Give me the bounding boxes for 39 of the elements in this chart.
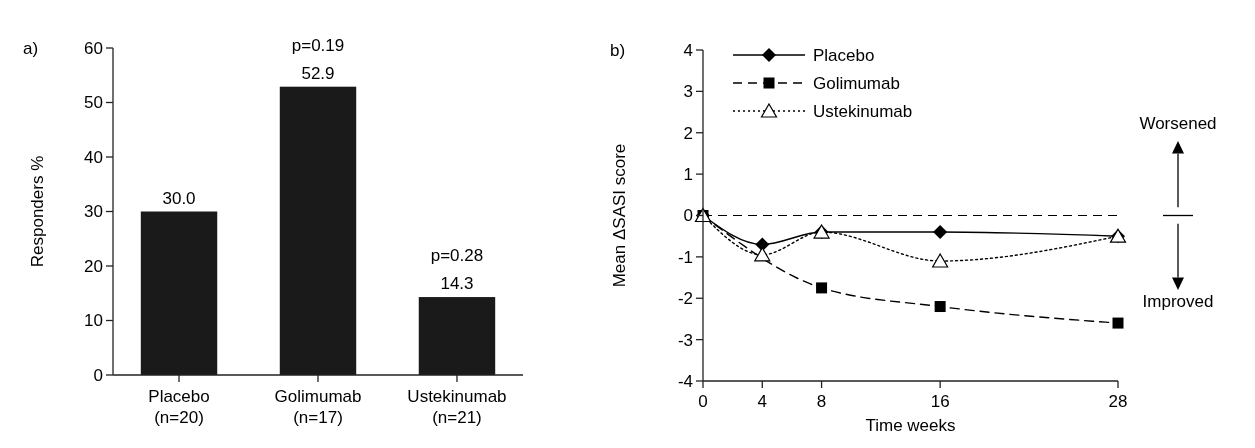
y-tick-label: 0 <box>93 365 103 385</box>
x-tick-label: 8 <box>816 392 827 411</box>
data-label: 30.0 <box>162 188 196 208</box>
y-tick-label: 0 <box>683 206 693 226</box>
legend-label: Golimumab <box>813 73 900 93</box>
annotation: p=0.19 <box>291 35 345 55</box>
y-tick-label: 2 <box>683 123 693 143</box>
x-tick-label: Golimumab (n=17) <box>274 387 362 427</box>
y-axis-title: Mean ΔSASI score <box>610 143 629 288</box>
text: Worsened <box>1139 113 1217 133</box>
x-tick-label: 28 <box>1108 392 1128 411</box>
y-tick-label: 10 <box>84 311 103 331</box>
y-tick-label: 60 <box>84 38 103 58</box>
chart-title: a) <box>23 39 39 58</box>
y-tick-label: 20 <box>84 256 103 276</box>
chart-title: b) <box>610 41 626 60</box>
y-tick-label: 50 <box>84 93 103 113</box>
y-tick-label: -4 <box>677 371 693 391</box>
x-tick-label: Ustekinumab (n=21) <box>407 387 507 427</box>
y-tick-label: -2 <box>677 289 693 309</box>
x-tick-label: 16 <box>930 392 950 411</box>
y-tick-label: 3 <box>683 82 693 102</box>
y-tick-label: 1 <box>683 165 693 185</box>
x-axis-title: Time weeks <box>865 416 956 435</box>
x-tick-label: Placebo (n=20) <box>148 387 210 427</box>
annotation: p=0.28 <box>430 246 484 266</box>
legend-label: Placebo <box>813 45 875 65</box>
data-label: 52.9 <box>301 63 335 83</box>
y-tick-label: 30 <box>84 202 103 222</box>
x-tick-label: 0 <box>698 392 708 411</box>
y-tick-label: -1 <box>677 247 693 267</box>
y-axis-title: Responders % <box>28 155 47 268</box>
y-tick-label: 40 <box>84 147 103 167</box>
data-label: 14.3 <box>440 274 474 294</box>
text: Improved <box>1142 291 1214 311</box>
x-tick-label: 4 <box>757 392 768 411</box>
y-tick-label: -3 <box>677 330 693 350</box>
legend-label: Ustekinumab <box>813 101 913 121</box>
y-tick-label: 4 <box>683 40 693 60</box>
